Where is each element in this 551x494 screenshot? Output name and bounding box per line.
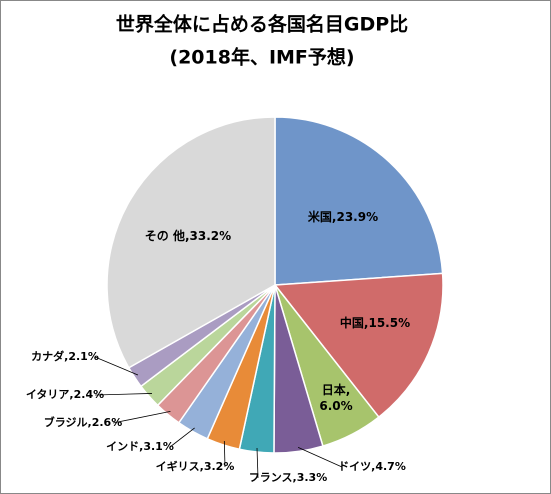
leader-line: [256, 447, 259, 479]
leader-line: [297, 446, 343, 468]
category-name: カナダ: [31, 349, 64, 363]
label-separator: ,: [346, 383, 351, 397]
value-label: 2.6%: [92, 416, 123, 429]
pie-slice: [274, 116, 444, 286]
data-label: 中国,15.5%: [340, 315, 410, 330]
category-name: 米国: [308, 209, 332, 224]
data-label: 日本, 6.0%: [319, 382, 352, 413]
label-separator: ,: [88, 416, 92, 429]
label-separator: ,: [185, 229, 190, 243]
value-label: 33.2%: [190, 229, 232, 243]
data-label: ブラジル,2.6%: [44, 415, 122, 429]
data-label: 米国,23.9%: [308, 209, 378, 224]
label-separator: ,: [139, 440, 143, 453]
data-label: イギリス,3.2%: [156, 459, 235, 473]
value-label: 2.1%: [68, 350, 99, 363]
data-label: インド,3.1%: [106, 440, 174, 453]
category-name: ドイツ: [338, 460, 371, 473]
data-label: ドイツ,4.7%: [338, 460, 406, 473]
leader-line: [169, 427, 195, 448]
category-name: イタリア: [26, 388, 70, 401]
pie-slice: [273, 272, 444, 419]
category-name: 中国: [340, 315, 364, 330]
chart-subtitle: (2018年、IMF予想): [169, 46, 354, 69]
label-separator: ,: [293, 471, 297, 484]
value-label: 2.4%: [74, 388, 105, 401]
label-separator: ,: [69, 388, 73, 401]
category-name: フランス: [249, 471, 293, 484]
data-label: その 他,33.2%: [145, 228, 231, 243]
leader-line: [94, 356, 139, 376]
data-label: カナダ,2.1%: [31, 349, 99, 363]
label-separator: ,: [200, 460, 204, 473]
category-name: その 他: [145, 228, 185, 243]
value-label: 3.1%: [143, 440, 174, 453]
value-label: 23.9%: [336, 210, 378, 224]
value-label: 15.5%: [368, 316, 410, 330]
category-name: 日本: [322, 382, 346, 397]
data-label: イタリア,2.4%: [26, 388, 104, 401]
value-label: 6.0%: [319, 399, 352, 413]
value-label: 3.3%: [297, 471, 328, 484]
label-separator: ,: [364, 316, 369, 330]
category-name: イギリス: [156, 459, 200, 473]
value-label: 4.7%: [375, 460, 406, 473]
category-name: インド: [106, 440, 139, 453]
chart-title: 世界全体に占める各国名目GDP比: [116, 13, 408, 36]
label-separator: ,: [371, 460, 375, 473]
leader-line: [223, 440, 226, 468]
label-separator: ,: [64, 350, 68, 363]
leader-line: [94, 393, 152, 396]
data-label: フランス,3.3%: [249, 471, 327, 484]
pie-slice: [106, 116, 276, 369]
value-label: 3.2%: [204, 460, 235, 473]
category-name: ブラジル: [44, 415, 88, 429]
label-separator: ,: [332, 210, 337, 224]
leader-line: [112, 410, 171, 424]
